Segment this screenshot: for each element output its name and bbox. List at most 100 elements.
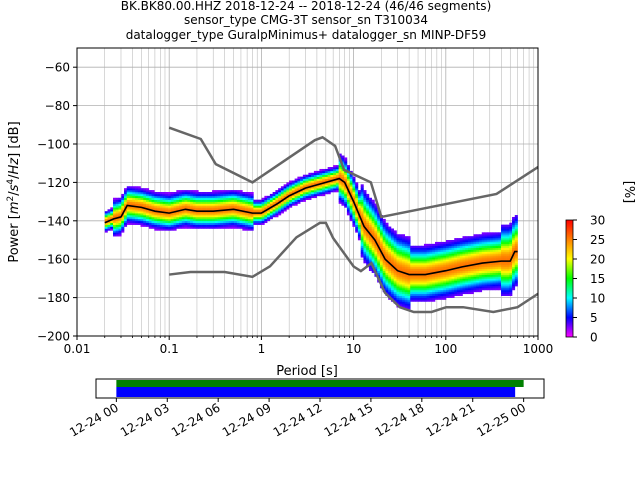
pdf-cell [443,243,447,247]
pdf-cell [363,251,367,254]
pdf-cell [371,243,375,247]
pdf-cell [434,255,439,258]
pdf-cell [201,203,205,206]
pdf-cell [115,226,119,229]
pdf-cell [159,205,163,208]
pdf-cell [245,207,249,210]
pdf-cell [118,230,122,233]
pdf-cell [503,255,507,258]
pdf-cell [346,199,350,202]
pdf-cell [399,282,403,285]
pdf-cell [484,264,488,268]
pdf-cell [512,226,516,229]
pdf-cell [468,251,472,254]
pdf-cell [390,230,395,233]
pdf-cell [258,203,262,206]
pdf-cell [366,197,370,200]
pdf-cell [509,280,513,283]
pdf-cell [437,276,441,279]
pdf-cell [330,172,334,176]
pdf-cell [457,284,461,287]
pdf-cell [404,291,408,295]
pdf-cell [412,263,417,266]
pdf-cell [426,280,430,283]
pdf-cell [462,288,466,291]
pdf-cell [371,207,375,210]
pdf-cell [410,278,414,281]
pdf-cell [214,192,218,195]
pdf-cell [322,186,326,189]
pdf-cell [327,168,331,172]
pdf-cell [423,263,428,266]
pdf-cell [267,205,271,208]
pdf-cell [289,203,293,206]
pdf-cell [305,182,309,185]
timeline-green-bar [116,380,524,387]
pdf-cell [187,195,191,199]
pdf-cell [446,288,450,291]
pdf-cell [401,240,406,243]
pdf-cell [462,266,466,270]
pdf-cell [418,259,422,262]
pdf-cell [330,178,334,181]
pdf-cell [363,197,367,200]
pdf-cell [509,255,513,258]
pdf-cell [404,288,408,291]
pdf-cell [190,207,194,210]
pdf-cell [457,288,461,291]
pdf-cell [388,276,392,279]
pdf-cell [368,238,372,241]
noise-model-lines [168,126,539,314]
pdf-cell [220,201,224,204]
pdf-cell [256,222,260,225]
pdf-cell [437,289,441,293]
pdf-cell [137,199,141,202]
pdf-cell [440,249,444,252]
pdf-cell [374,249,378,252]
pdf-cell [247,199,251,202]
pdf-cell [220,195,224,199]
pdf-cell [385,268,389,272]
pdf-cell [234,224,238,227]
pdf-cell [393,261,397,264]
pdf-cell [412,295,417,298]
pdf-cell [349,209,353,212]
pdf-cell [443,249,447,252]
pdf-cell [470,268,474,272]
pdf-cell [217,218,221,222]
pdf-cell [509,226,513,229]
pdf-cell [344,157,348,160]
pdf-cell [385,266,389,270]
pdf-cell [396,236,400,239]
pdf-cell [501,289,505,293]
pdf-cell [214,211,218,214]
pdf-cell [396,278,400,281]
pdf-cell [157,216,161,220]
pdf-cell [115,234,119,237]
pdf-cell [412,247,417,250]
pdf-cell [206,218,210,222]
pdf-cell [404,243,408,247]
pdf-cell [407,301,411,304]
pdf-cell [217,216,221,220]
pdf-cell [503,266,507,270]
pdf-cell [300,192,304,195]
pdf-cell [448,270,452,273]
pdf-cell [349,182,353,185]
pdf-cell [440,268,444,272]
pdf-cell [407,284,411,287]
pdf-cell [129,222,133,225]
pdf-cell [501,288,505,291]
pdf-cell [280,195,284,199]
pdf-cell [121,203,125,206]
pdf-cell [443,286,447,289]
pdf-cell [217,205,221,208]
pdf-cell [404,268,408,272]
pdf-cell [126,197,130,200]
pdf-cell [231,192,235,195]
pdf-cell [319,172,323,176]
pdf-cell [154,224,158,227]
pdf-cell [476,249,480,252]
pdf-cell [143,197,147,200]
pdf-cell [192,226,196,229]
